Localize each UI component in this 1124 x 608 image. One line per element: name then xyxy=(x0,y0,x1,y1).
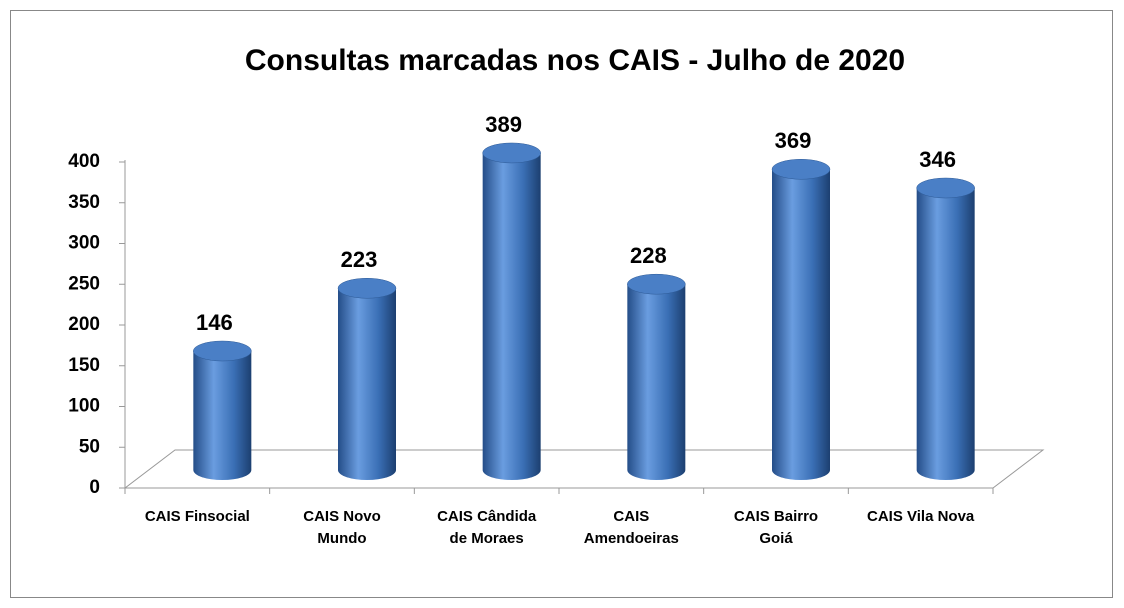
data-label: 228 xyxy=(630,243,667,268)
data-label: 346 xyxy=(919,147,956,172)
y-tick-label: 50 xyxy=(79,436,100,457)
y-tick-label: 300 xyxy=(68,233,100,254)
x-tick-label: CAIS Cândida de Moraes xyxy=(437,508,537,547)
bar-top xyxy=(482,142,541,164)
y-tick-label: 400 xyxy=(68,151,100,172)
data-label: 389 xyxy=(485,112,522,137)
x-tick-label: CAIS Amendoeiras xyxy=(583,508,679,547)
y-tick-label: 250 xyxy=(68,273,100,294)
data-label: 146 xyxy=(196,310,233,335)
y-tick-label: 0 xyxy=(89,477,100,498)
x-tick-label: CAIS Finsocial xyxy=(144,508,250,525)
chart-title: Consultas marcadas nos CAIS - Julho de 2… xyxy=(245,44,905,77)
x-tick-label: CAIS Bairro Goiá xyxy=(733,508,819,547)
y-tick-label: 100 xyxy=(68,396,100,417)
bar-top xyxy=(337,278,397,299)
y-tick-label: 200 xyxy=(68,314,100,335)
bar xyxy=(338,288,396,480)
bar xyxy=(772,169,830,480)
bar-top xyxy=(627,273,686,295)
x-tick-label: CAIS Vila Nova xyxy=(867,508,975,525)
bar-top xyxy=(771,159,831,180)
y-tick-label: 350 xyxy=(68,192,100,213)
bar-top xyxy=(916,177,975,199)
bar-top xyxy=(193,340,252,362)
data-label: 223 xyxy=(341,247,378,272)
bar xyxy=(482,152,541,480)
bar xyxy=(916,188,975,480)
x-tick-label: CAIS Novo Mundo xyxy=(303,508,381,547)
y-tick-label: 150 xyxy=(68,355,100,376)
bar xyxy=(193,351,252,480)
bar xyxy=(627,284,686,480)
data-label: 369 xyxy=(775,128,812,153)
